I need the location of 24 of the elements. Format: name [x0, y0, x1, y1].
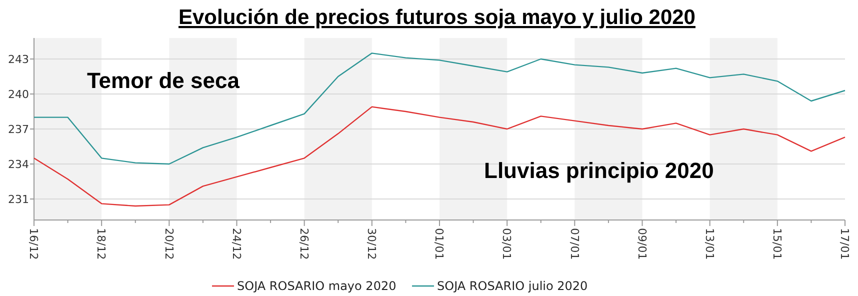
- y-tick-label: 231: [8, 192, 29, 206]
- x-tick-label: 26/12: [297, 228, 310, 260]
- line-series: [33, 106, 846, 207]
- legend-label: SOJA ROSARIO mayo 2020: [237, 279, 396, 294]
- x-tick-label: 01/01: [432, 228, 446, 260]
- y-tick-label: 240: [8, 88, 29, 101]
- x-tick-label: 09/01: [635, 228, 648, 260]
- annotation: Lluvias principio 2020: [484, 158, 714, 183]
- chart-title: Evolución de precios futuros soja mayo y julio 2020: [178, 6, 696, 29]
- x-tick-label: 24/12: [230, 228, 243, 260]
- annotation: Temor de seca: [87, 68, 240, 93]
- x-tick-label: 18/12: [94, 228, 108, 260]
- x-tick-label: 13/01: [702, 228, 716, 260]
- y-tick-label: 243: [8, 52, 29, 66]
- x-tick-label: 20/12: [162, 228, 176, 260]
- x-tick-label: 07/01: [568, 228, 581, 260]
- x-tick-label: 03/01: [500, 228, 514, 260]
- x-tick-label: 15/01: [770, 228, 784, 260]
- legend-label: SOJA ROSARIO julio 2020: [437, 279, 588, 294]
- y-tick-label: 234: [8, 158, 29, 171]
- y-tick-label: 237: [8, 122, 29, 136]
- x-tick-label: 16/12: [27, 228, 40, 260]
- x-tick-label: 30/12: [365, 228, 378, 260]
- x-tick-label: 17/01: [838, 228, 852, 260]
